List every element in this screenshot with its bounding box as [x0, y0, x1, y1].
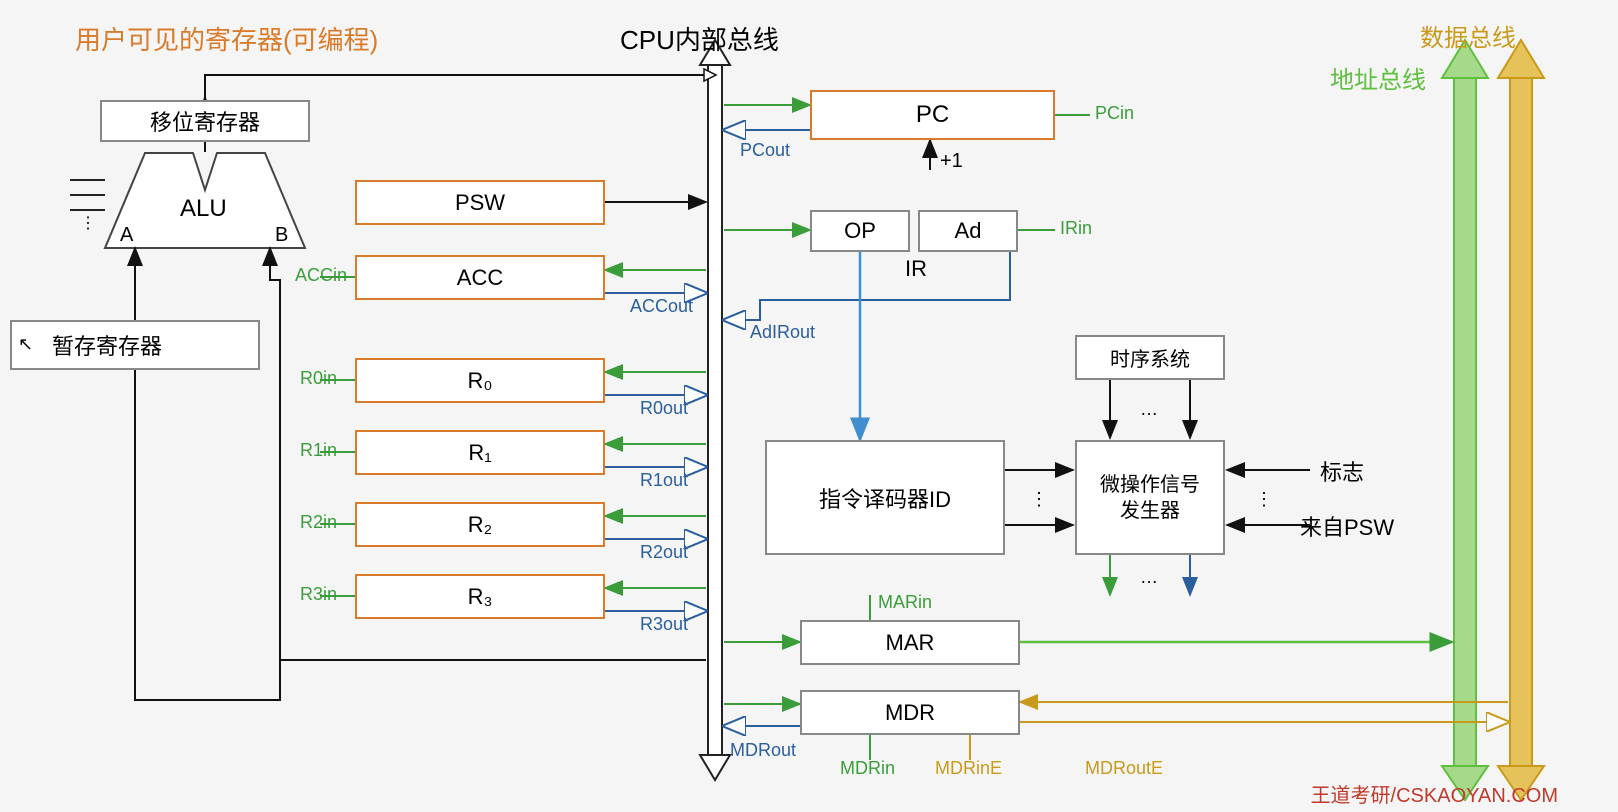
- mdr-box: MDR: [800, 690, 1020, 735]
- irin-label: IRin: [1060, 218, 1092, 239]
- svg-text:…: …: [1140, 399, 1158, 419]
- r1in-label: R1in: [300, 440, 337, 461]
- pcout-label: PCout: [740, 140, 790, 161]
- adirout-label: AdIRout: [750, 322, 815, 343]
- ad-label: Ad: [955, 218, 982, 244]
- mdr-label: MDR: [885, 700, 935, 726]
- temp-register-label: 暂存寄存器: [52, 329, 162, 361]
- svg-text:⋮: ⋮: [1030, 489, 1048, 509]
- mdroute-label: MDRoutE: [1085, 758, 1163, 779]
- r3out-label: R3out: [640, 614, 688, 635]
- accin-label: ACCin: [295, 265, 347, 286]
- acc-label: ACC: [457, 265, 503, 291]
- timing-system-box: 时序系统: [1075, 335, 1225, 380]
- marin-label: MARin: [878, 592, 932, 613]
- pc-box: PC: [810, 90, 1055, 140]
- timing-system-label: 时序系统: [1110, 343, 1190, 372]
- svg-text:⋮: ⋮: [1255, 489, 1273, 509]
- r0in-label: R0in: [300, 368, 337, 389]
- r2in-label: R2in: [300, 512, 337, 533]
- shift-register-label: 移位寄存器: [150, 105, 260, 137]
- watermark: 王道考研/CSKAOYAN.COM: [1311, 779, 1558, 808]
- op-label: OP: [844, 218, 876, 244]
- cursor-icon: ↖: [18, 334, 33, 355]
- r1-label: R₁: [468, 440, 491, 466]
- accout-label: ACCout: [630, 296, 693, 317]
- op-box: OP: [810, 210, 910, 252]
- temp-register-box: 暂存寄存器: [10, 320, 260, 370]
- psw-box: PSW: [355, 180, 605, 225]
- alu-label: ALU: [180, 195, 227, 223]
- mdrine-label: MDRinE: [935, 758, 1002, 779]
- r3-box: R₃: [355, 574, 605, 619]
- instruction-decoder-label: 指令译码器ID: [819, 482, 951, 514]
- mdrout-label: MDRout: [730, 740, 796, 761]
- r1out-label: R1out: [640, 470, 688, 491]
- shift-register-box: 移位寄存器: [100, 100, 310, 142]
- title-address-bus: 地址总线: [1330, 60, 1426, 95]
- svg-text:⋮: ⋮: [80, 215, 96, 232]
- alu-a-label: A: [120, 224, 133, 247]
- title-cpu-internal-bus: CPU内部总线: [620, 20, 779, 57]
- title-data-bus: 数据总线: [1420, 18, 1516, 53]
- r3in-label: R3in: [300, 584, 337, 605]
- r0-box: R₀: [355, 358, 605, 403]
- r0out-label: R0out: [640, 398, 688, 419]
- microgen-l1: 微操作信号: [1100, 472, 1200, 498]
- from-psw-label: 来自PSW: [1300, 510, 1394, 542]
- instruction-decoder-box: 指令译码器ID: [765, 440, 1005, 555]
- acc-box: ACC: [355, 255, 605, 300]
- ad-box: Ad: [918, 210, 1018, 252]
- r2out-label: R2out: [640, 542, 688, 563]
- psw-label: PSW: [455, 190, 505, 216]
- flags-label: 标志: [1320, 455, 1364, 487]
- micro-op-generator-box: 微操作信号 发生器: [1075, 440, 1225, 555]
- svg-text:…: …: [1140, 567, 1158, 587]
- alu-b-label: B: [275, 224, 288, 247]
- r2-box: R₂: [355, 502, 605, 547]
- r2-label: R₂: [468, 512, 492, 538]
- mdrin-label: MDRin: [840, 758, 895, 779]
- pc-label: PC: [916, 101, 949, 129]
- r1-box: R₁: [355, 430, 605, 475]
- ir-label: IR: [905, 256, 927, 282]
- microgen-l2: 发生器: [1120, 498, 1180, 524]
- plus-one-label: +1: [940, 150, 963, 173]
- r0-label: R₀: [467, 368, 492, 394]
- r3-label: R₃: [468, 584, 493, 610]
- title-user-visible-registers: 用户可见的寄存器(可编程): [75, 20, 378, 57]
- pcin-label: PCin: [1095, 103, 1134, 124]
- mar-label: MAR: [886, 630, 935, 656]
- mar-box: MAR: [800, 620, 1020, 665]
